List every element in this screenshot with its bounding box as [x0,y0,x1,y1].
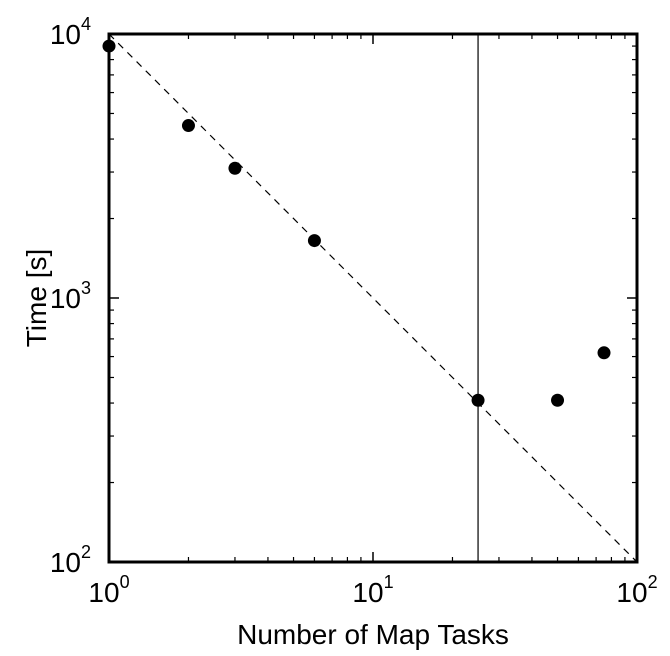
y-tick-label: 102 [50,542,91,578]
axes [107,32,639,564]
y-tick-label: 103 [50,278,91,314]
data-point [181,119,195,133]
tick-labels: 100 101 102 102 103 104 [50,14,658,608]
y-tick-label: 104 [50,14,91,50]
data-point [551,393,565,407]
reference-line [108,33,638,563]
data-markers [102,39,611,407]
x-axis-label: Number of Map Tasks [237,619,509,650]
data-point [307,234,321,248]
x-tick-label: 100 [88,572,129,608]
data-point [471,393,485,407]
x-tick-label: 101 [352,572,393,608]
x-tick-label: 102 [616,572,657,608]
data-point [228,161,242,175]
data-point [597,346,611,360]
plot-frame [107,32,639,564]
y-axis-label: Time [s] [21,249,52,348]
plot-area [108,33,638,563]
